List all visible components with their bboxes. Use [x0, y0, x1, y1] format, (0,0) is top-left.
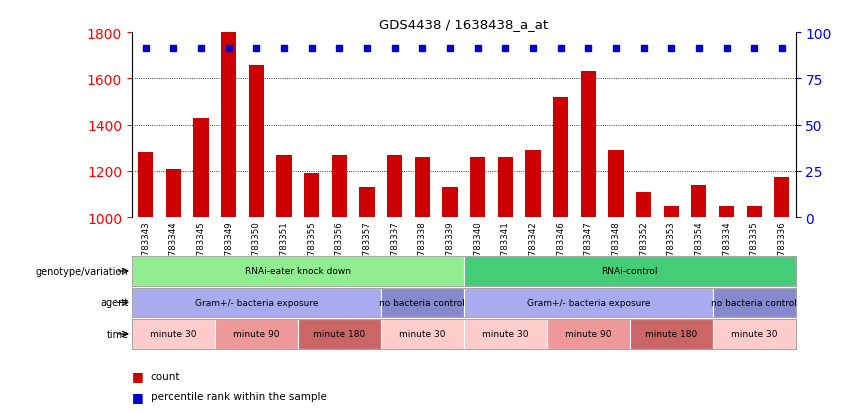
Bar [277, 155, 292, 218]
Text: minute 180: minute 180 [645, 330, 697, 339]
Bar [214, 319, 298, 349]
Bar [553, 97, 568, 218]
Bar [580, 72, 596, 218]
Bar [248, 65, 264, 218]
Text: RNAi-eater knock down: RNAi-eater knock down [245, 267, 351, 276]
Bar [298, 319, 381, 349]
Bar [138, 153, 153, 218]
Bar [193, 119, 208, 218]
Bar [132, 319, 214, 349]
Text: RNAi-control: RNAi-control [602, 267, 658, 276]
Text: minute 90: minute 90 [565, 330, 612, 339]
Bar [381, 288, 464, 318]
Bar [221, 33, 237, 218]
Bar [746, 206, 762, 218]
Text: Gram+/- bacteria exposure: Gram+/- bacteria exposure [527, 298, 650, 307]
Bar [464, 288, 713, 318]
Text: minute 30: minute 30 [150, 330, 197, 339]
Bar [547, 319, 630, 349]
Bar [464, 256, 796, 286]
Text: ■: ■ [132, 390, 144, 403]
Bar [664, 206, 679, 218]
Text: agent: agent [100, 298, 129, 308]
Bar [691, 185, 706, 218]
Text: minute 30: minute 30 [731, 330, 778, 339]
Bar [525, 151, 540, 218]
Text: time: time [106, 329, 129, 339]
Text: no bacteria control: no bacteria control [711, 298, 797, 307]
Text: percentile rank within the sample: percentile rank within the sample [151, 392, 327, 401]
Text: no bacteria control: no bacteria control [380, 298, 465, 307]
Text: count: count [151, 371, 180, 381]
Bar [414, 158, 430, 218]
Bar [713, 288, 796, 318]
Bar [470, 158, 485, 218]
Bar [498, 158, 513, 218]
Bar [359, 188, 374, 218]
Bar [774, 177, 790, 218]
Text: minute 180: minute 180 [313, 330, 365, 339]
Bar [132, 288, 380, 318]
Bar [608, 151, 624, 218]
Text: ■: ■ [132, 369, 144, 382]
Bar [387, 155, 403, 218]
Bar [630, 319, 712, 349]
Bar [381, 319, 464, 349]
Text: minute 30: minute 30 [399, 330, 446, 339]
Bar [304, 174, 319, 218]
Bar [443, 188, 458, 218]
Bar [166, 169, 181, 218]
Bar [332, 155, 347, 218]
Title: GDS4438 / 1638438_a_at: GDS4438 / 1638438_a_at [380, 17, 548, 31]
Bar [713, 319, 796, 349]
Text: minute 30: minute 30 [482, 330, 528, 339]
Text: Gram+/- bacteria exposure: Gram+/- bacteria exposure [195, 298, 318, 307]
Bar [464, 319, 547, 349]
Bar [719, 206, 734, 218]
Text: genotype/variation: genotype/variation [36, 266, 129, 276]
Bar [636, 192, 651, 218]
Text: minute 90: minute 90 [233, 330, 280, 339]
Bar [132, 256, 464, 286]
